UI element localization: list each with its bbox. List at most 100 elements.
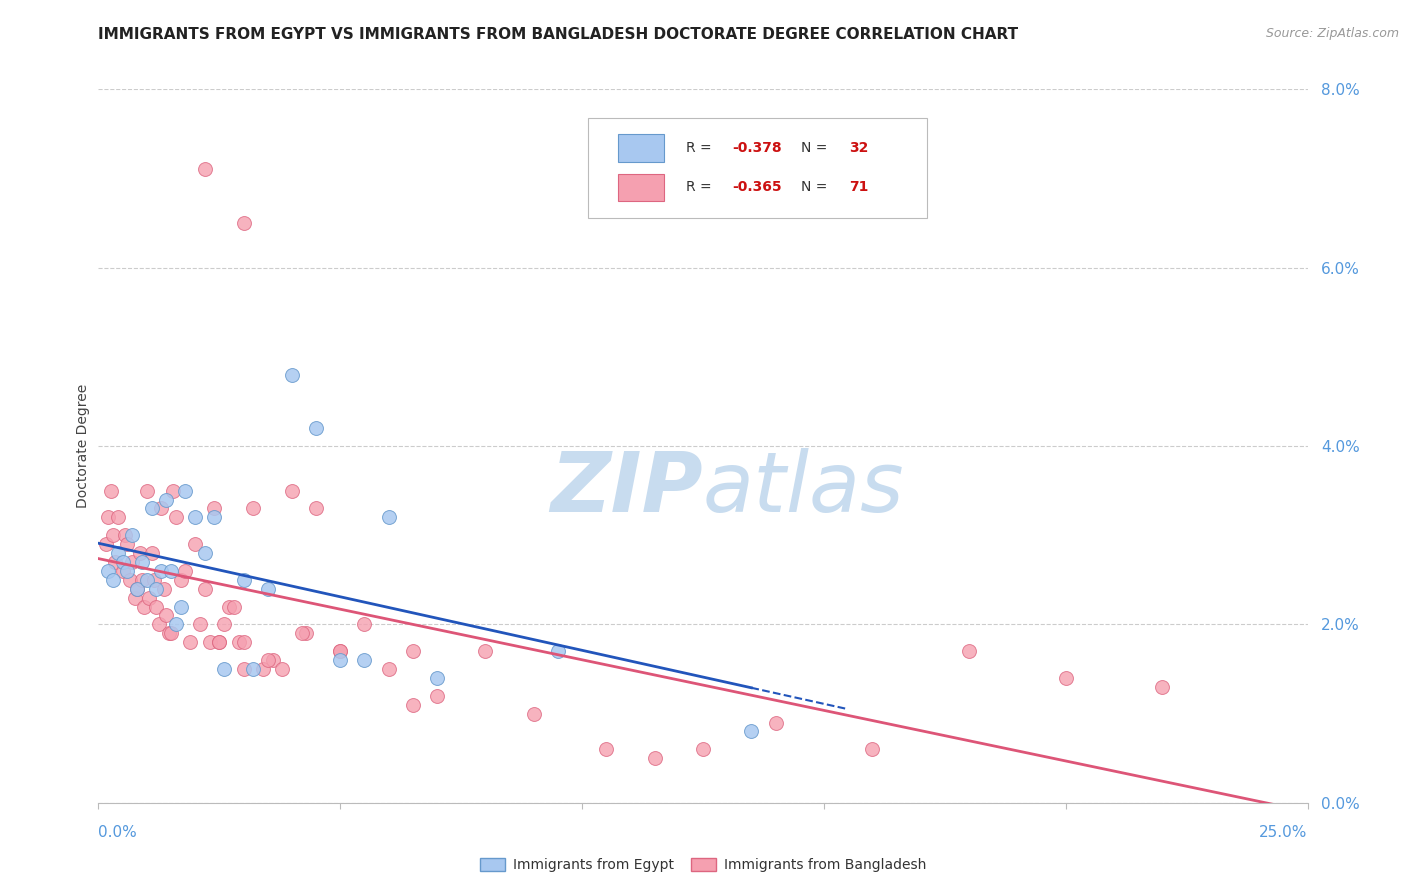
Point [377,510,399,524]
Text: 32: 32 [849,141,869,155]
Point [295,626,318,640]
Point [107,546,129,560]
Point [644,751,666,765]
Point [329,653,352,667]
Point [329,644,352,658]
Point [194,546,217,560]
Point [135,483,157,498]
Point [377,662,399,676]
Point [242,662,264,676]
Point [104,555,127,569]
Text: N =: N = [801,141,832,155]
Point [204,501,226,516]
Point [107,510,129,524]
Point [97,510,120,524]
Point [94,537,117,551]
Text: -0.365: -0.365 [733,180,782,194]
Point [143,573,166,587]
Point [402,698,425,712]
Point [402,644,425,658]
Point [174,564,197,578]
Point [127,582,149,596]
Text: atlas: atlas [703,449,904,529]
Point [117,564,139,578]
Point [155,608,177,623]
Point [232,662,254,676]
Point [860,742,883,756]
Point [165,510,187,524]
Point [145,599,167,614]
Point [111,564,134,578]
Text: R =: R = [686,141,716,155]
Text: N =: N = [801,180,832,194]
Point [114,528,136,542]
Point [141,546,163,560]
Point [957,644,980,658]
Point [271,662,294,676]
Point [131,555,153,569]
Point [155,492,177,507]
Point [121,555,143,569]
Text: IMMIGRANTS FROM EGYPT VS IMMIGRANTS FROM BANGLADESH DOCTORATE DEGREE CORRELATION: IMMIGRANTS FROM EGYPT VS IMMIGRANTS FROM… [98,27,1018,42]
Text: 71: 71 [849,180,869,194]
FancyBboxPatch shape [619,174,664,201]
Point [111,555,134,569]
Point [124,591,146,605]
Point [121,528,143,542]
Point [290,626,312,640]
Point [118,573,141,587]
Point [169,599,191,614]
Point [101,528,124,542]
Point [212,617,235,632]
Y-axis label: Doctorate Degree: Doctorate Degree [76,384,90,508]
Point [101,573,124,587]
Point [1054,671,1077,685]
Text: -0.378: -0.378 [733,141,782,155]
Point [194,162,217,177]
Point [523,706,546,721]
Point [256,582,278,596]
Point [426,671,449,685]
Point [242,501,264,516]
Point [198,635,221,649]
Point [162,483,184,498]
Point [127,582,149,596]
Point [765,715,787,730]
Point [117,537,139,551]
Point [329,644,352,658]
Legend: Immigrants from Egypt, Immigrants from Bangladesh: Immigrants from Egypt, Immigrants from B… [474,853,932,878]
Point [141,501,163,516]
Point [165,617,187,632]
Point [281,483,304,498]
Point [150,501,173,516]
Point [281,368,304,382]
Point [138,591,160,605]
Point [740,724,762,739]
Point [174,483,197,498]
Point [305,421,328,435]
Point [184,510,207,524]
Point [232,216,254,230]
Point [194,582,217,596]
Point [232,573,254,587]
Point [150,564,173,578]
Point [232,635,254,649]
Point [353,653,375,667]
Point [426,689,449,703]
Text: 25.0%: 25.0% [1260,825,1308,840]
FancyBboxPatch shape [588,118,927,218]
Point [353,617,375,632]
Point [208,635,231,649]
Point [131,573,153,587]
Point [212,662,235,676]
Point [595,742,617,756]
Point [160,564,183,578]
Point [128,546,150,560]
Point [305,501,328,516]
Text: R =: R = [686,180,716,194]
Point [692,742,714,756]
Point [252,662,274,676]
Text: ZIP: ZIP [550,449,703,529]
Point [204,510,226,524]
Point [256,653,278,667]
